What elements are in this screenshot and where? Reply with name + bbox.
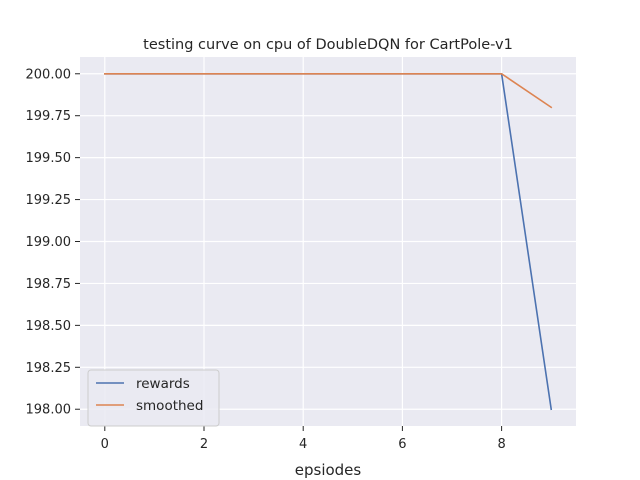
y-tick-label: 198.25 [26, 361, 72, 376]
legend-label-smoothed: smoothed [136, 398, 203, 414]
x-tick-label: 8 [497, 437, 505, 452]
legend-label-rewards: rewards [136, 376, 190, 392]
legend: rewards smoothed [87, 369, 220, 427]
chart-title: testing curve on cpu of DoubleDQN for Ca… [143, 37, 513, 53]
x-tick-label: 0 [101, 437, 109, 452]
y-tick-label: 200.00 [26, 67, 72, 82]
y-tick-label: 199.25 [26, 193, 72, 208]
y-tick-label: 198.50 [26, 319, 72, 334]
x-axis-ticks: 0 2 4 6 8 [101, 426, 506, 452]
x-tick-label: 2 [200, 437, 208, 452]
y-axis-ticks: 198.00 198.25 198.50 198.75 199.00 199.25 199.… [26, 67, 80, 418]
series-layer [104, 72, 553, 411]
y-tick-label: 199.75 [26, 109, 72, 124]
x-axis-label: epsiodes [295, 461, 362, 479]
x-tick-label: 4 [299, 437, 307, 452]
y-tick-label: 199.00 [26, 235, 72, 250]
y-tick-label: 198.00 [26, 403, 72, 418]
y-tick-label: 198.75 [26, 277, 72, 292]
x-tick-label: 6 [398, 437, 406, 452]
legend-box [87, 369, 220, 427]
series-line-smoothed [104, 72, 553, 109]
y-tick-label: 199.50 [26, 151, 72, 166]
